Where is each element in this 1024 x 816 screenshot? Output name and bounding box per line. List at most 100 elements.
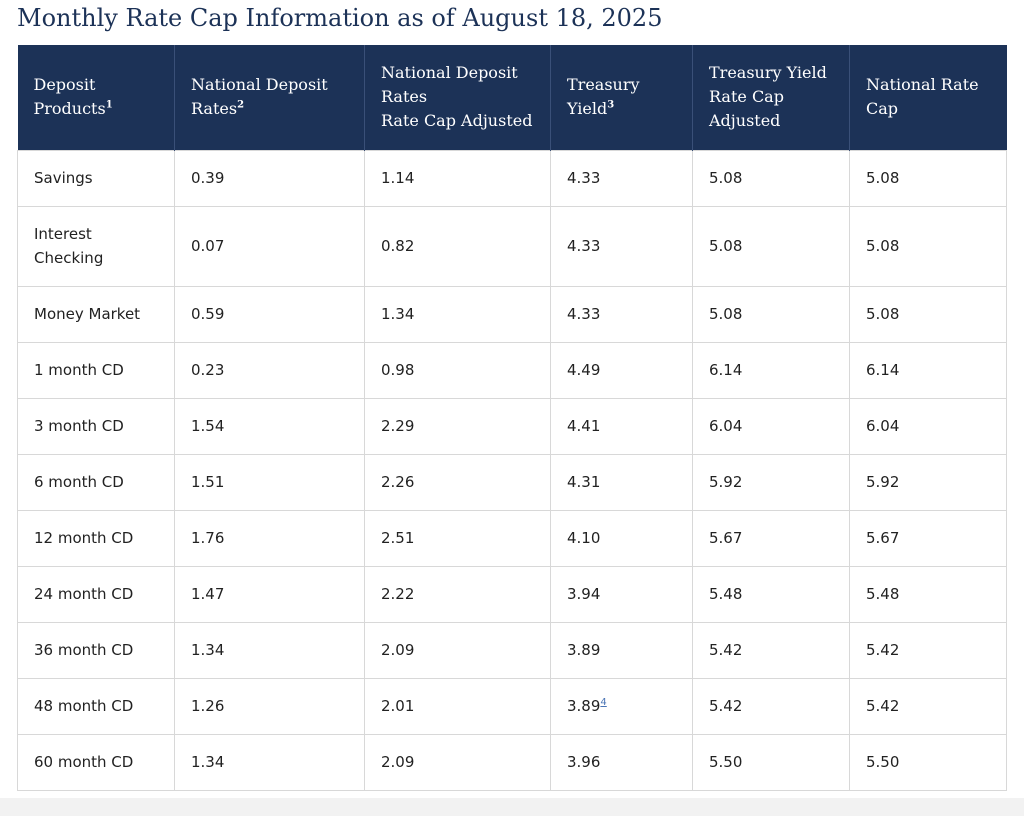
product-cell: Savings [17, 149, 175, 207]
header-treasury-yield: Treasury Yield3 [550, 45, 693, 150]
treasury-yield-cell: 3.894 [550, 677, 693, 735]
treasury-yield-cell: 4.10 [550, 509, 693, 567]
header-label: Treasury Yield [567, 75, 640, 119]
deposit-rate-adjusted-cell: 2.09 [364, 733, 551, 791]
deposit-rate-cell: 1.26 [174, 677, 365, 735]
national-rate-cap-cell: 5.08 [849, 205, 1007, 287]
treasury-yield-cell: 3.94 [550, 565, 693, 623]
treasury-yield-cell: 3.96 [550, 733, 693, 791]
header-label: National Deposit Rates Rate Cap Adjusted [381, 63, 533, 131]
treasury-yield-cell: 4.49 [550, 341, 693, 399]
treasury-yield-cell: 4.33 [550, 205, 693, 287]
deposit-rate-adjusted-cell: 1.34 [364, 285, 551, 343]
deposit-rate-adjusted-cell: 1.14 [364, 149, 551, 207]
product-cell: Money Market [17, 285, 175, 343]
deposit-rate-adjusted-cell: 2.09 [364, 621, 551, 679]
deposit-rate-adjusted-cell: 0.98 [364, 341, 551, 399]
deposit-rate-adjusted-cell: 0.82 [364, 205, 551, 287]
national-rate-cap-cell: 5.92 [849, 453, 1007, 511]
treasury-yield-cell: 3.89 [550, 621, 693, 679]
product-cell: 48 month CD [17, 677, 175, 735]
header-label: National Rate Cap [866, 75, 979, 119]
national-rate-cap-cell: 5.42 [849, 677, 1007, 735]
table-row: 1 month CD 0.23 0.98 4.49 6.14 6.14 [17, 341, 1007, 399]
header-deposit-products: Deposit Products1 [17, 45, 175, 150]
national-rate-cap-cell: 5.08 [849, 149, 1007, 207]
header-label: Deposit Products [33, 75, 106, 119]
deposit-rate-adjusted-cell: 2.22 [364, 565, 551, 623]
rate-cap-table: Deposit Products1 National Deposit Rates… [17, 45, 1007, 791]
product-cell: 36 month CD [17, 621, 175, 679]
national-rate-cap-cell: 5.42 [849, 621, 1007, 679]
treasury-adjusted-cell: 5.42 [692, 621, 850, 679]
treasury-adjusted-cell: 5.08 [692, 205, 850, 287]
deposit-rate-cell: 1.34 [174, 621, 365, 679]
product-cell: 6 month CD [17, 453, 175, 511]
deposit-rate-cell: 0.39 [174, 149, 365, 207]
treasury-adjusted-cell: 5.42 [692, 677, 850, 735]
table-row: 6 month CD 1.51 2.26 4.31 5.92 5.92 [17, 453, 1007, 511]
header-national-deposit-rates: National Deposit Rates2 [174, 45, 365, 150]
product-cell: Interest Checking [17, 205, 175, 287]
deposit-rate-adjusted-cell: 2.51 [364, 509, 551, 567]
table-row: 36 month CD 1.34 2.09 3.89 5.42 5.42 [17, 621, 1007, 679]
deposit-rate-cell: 0.23 [174, 341, 365, 399]
deposit-rate-cell: 0.07 [174, 205, 365, 287]
header-row: Deposit Products1 National Deposit Rates… [17, 45, 1007, 150]
product-cell: 1 month CD [17, 341, 175, 399]
deposit-rate-adjusted-cell: 2.01 [364, 677, 551, 735]
national-rate-cap-cell: 5.48 [849, 565, 1007, 623]
national-rate-cap-cell: 5.67 [849, 509, 1007, 567]
deposit-rate-cell: 0.59 [174, 285, 365, 343]
header-treasury-yield-adjusted: Treasury Yield Rate Cap Adjusted [692, 45, 850, 150]
deposit-rate-adjusted-cell: 2.29 [364, 397, 551, 455]
header-deposit-rates-adjusted: National Deposit Rates Rate Cap Adjusted [364, 45, 551, 150]
table-body: Savings 0.39 1.14 4.33 5.08 5.08 Interes… [17, 149, 1007, 791]
table-row: 24 month CD 1.47 2.22 3.94 5.48 5.48 [17, 565, 1007, 623]
treasury-adjusted-cell: 5.50 [692, 733, 850, 791]
deposit-rate-cell: 1.34 [174, 733, 365, 791]
treasury-adjusted-cell: 5.08 [692, 285, 850, 343]
table-row: 60 month CD 1.34 2.09 3.96 5.50 5.50 [17, 733, 1007, 791]
product-cell: 24 month CD [17, 565, 175, 623]
footnote-marker: 1 [105, 99, 113, 111]
footnote-4-link[interactable]: 4 [600, 697, 607, 708]
table-row: Interest Checking 0.07 0.82 4.33 5.08 5.… [17, 205, 1007, 287]
treasury-adjusted-cell: 5.92 [692, 453, 850, 511]
header-national-rate-cap: National Rate Cap [849, 45, 1007, 150]
table-row: 3 month CD 1.54 2.29 4.41 6.04 6.04 [17, 397, 1007, 455]
deposit-rate-cell: 1.47 [174, 565, 365, 623]
table-row: Money Market 0.59 1.34 4.33 5.08 5.08 [17, 285, 1007, 343]
treasury-yield-cell: 4.31 [550, 453, 693, 511]
product-cell: 60 month CD [17, 733, 175, 791]
treasury-adjusted-cell: 6.14 [692, 341, 850, 399]
deposit-rate-cell: 1.54 [174, 397, 365, 455]
product-cell: 3 month CD [17, 397, 175, 455]
footnote-marker: 2 [237, 99, 245, 111]
national-rate-cap-cell: 5.50 [849, 733, 1007, 791]
product-cell: 12 month CD [17, 509, 175, 567]
deposit-rate-cell: 1.51 [174, 453, 365, 511]
national-rate-cap-cell: 5.08 [849, 285, 1007, 343]
table-row: Savings 0.39 1.14 4.33 5.08 5.08 [17, 149, 1007, 207]
treasury-yield-cell: 4.33 [550, 149, 693, 207]
treasury-yield-cell: 4.41 [550, 397, 693, 455]
header-label: National Deposit Rates [191, 75, 328, 119]
deposit-rate-adjusted-cell: 2.26 [364, 453, 551, 511]
table-header: Deposit Products1 National Deposit Rates… [17, 45, 1007, 150]
treasury-adjusted-cell: 5.08 [692, 149, 850, 207]
treasury-adjusted-cell: 5.48 [692, 565, 850, 623]
table-row: 48 month CD 1.26 2.01 3.894 5.42 5.42 [17, 677, 1007, 735]
treasury-yield-value: 3.89 [567, 697, 601, 715]
national-rate-cap-cell: 6.14 [849, 341, 1007, 399]
table-row: 12 month CD 1.76 2.51 4.10 5.67 5.67 [17, 509, 1007, 567]
treasury-adjusted-cell: 6.04 [692, 397, 850, 455]
treasury-adjusted-cell: 5.67 [692, 509, 850, 567]
national-rate-cap-cell: 6.04 [849, 397, 1007, 455]
header-label: Treasury Yield Rate Cap Adjusted [709, 63, 827, 131]
page-footer-shade [0, 798, 1024, 816]
deposit-rate-cell: 1.76 [174, 509, 365, 567]
footnote-marker: 3 [607, 99, 615, 111]
treasury-yield-cell: 4.33 [550, 285, 693, 343]
page-title: Monthly Rate Cap Information as of Augus… [17, 4, 663, 32]
